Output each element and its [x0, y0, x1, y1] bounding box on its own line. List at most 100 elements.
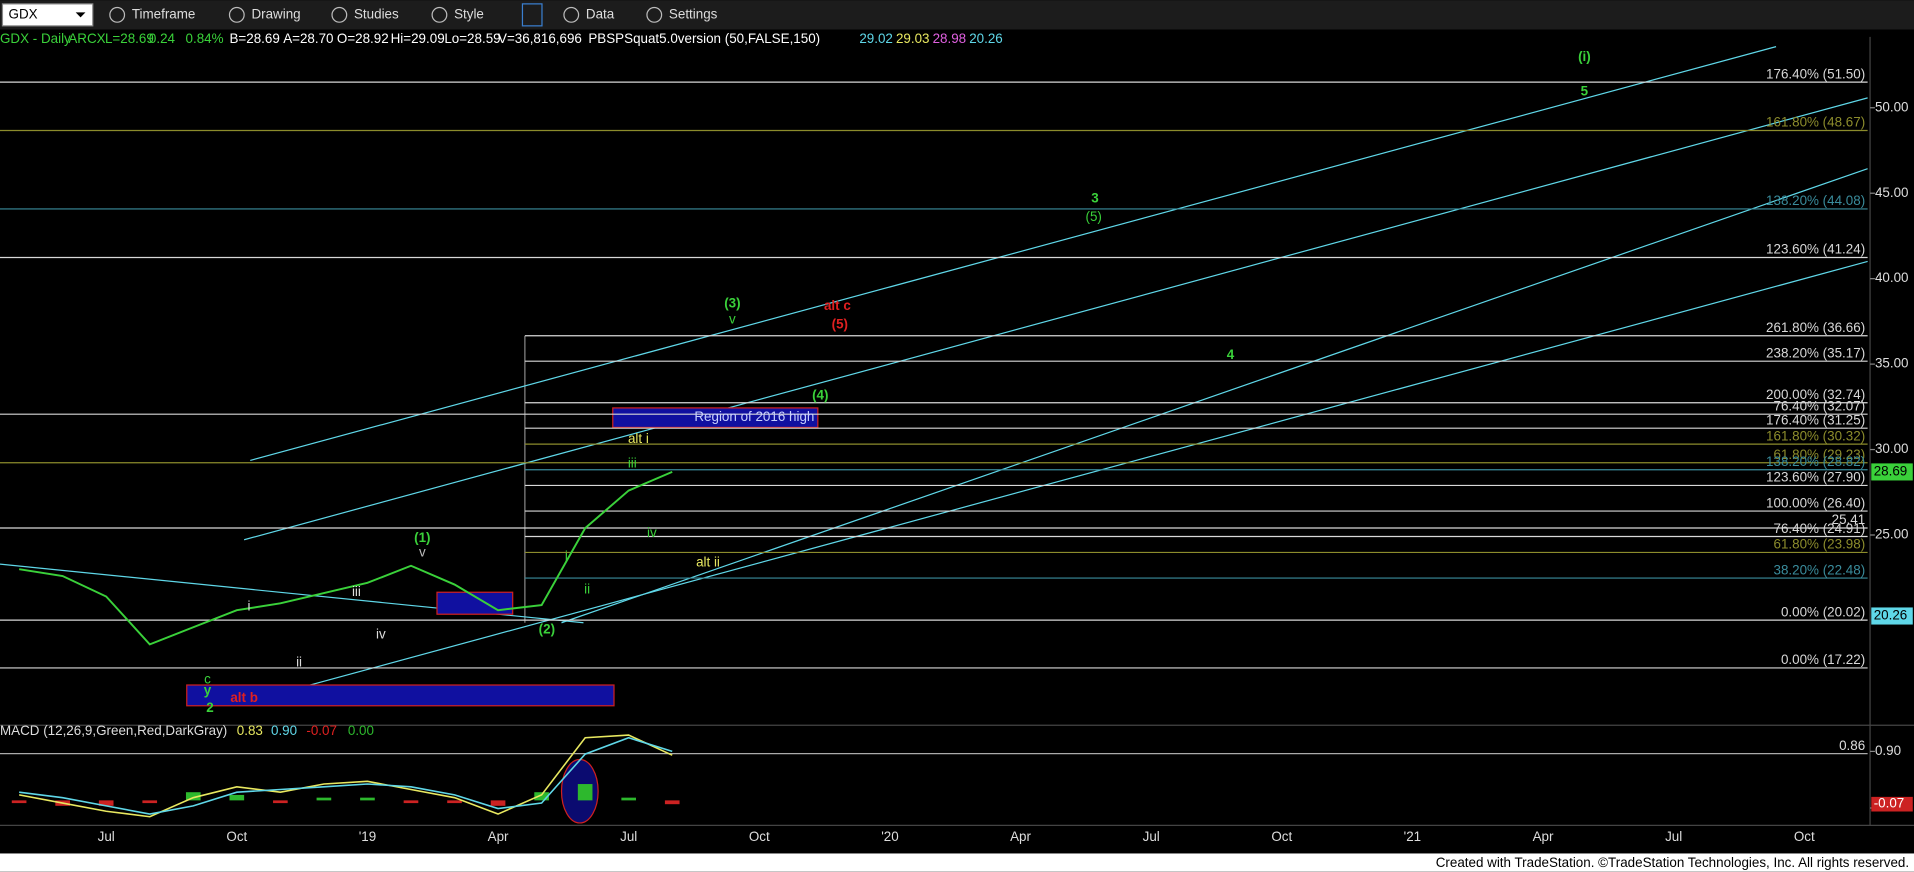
indicator-box	[1871, 607, 1913, 625]
toolbar-button[interactable]: Style	[454, 6, 484, 21]
toolbar-button[interactable]: Drawing	[251, 6, 300, 21]
fib-label: 161.80% (30.32)	[1766, 428, 1865, 443]
wave-label: alt i	[628, 431, 649, 446]
layout-icon[interactable]	[521, 3, 543, 27]
histogram-bar	[360, 797, 375, 801]
fib-label: 176.40% (31.25)	[1766, 412, 1865, 427]
button-icon	[228, 6, 245, 23]
x-tick-label: Jul	[1665, 829, 1682, 844]
wave-label: (4)	[812, 387, 828, 402]
wave-label: 4	[1227, 347, 1235, 362]
wave-label: (1)	[414, 530, 430, 545]
header-info: O=28.92	[337, 31, 389, 46]
fib-label: 176.40% (51.50)	[1766, 66, 1865, 81]
header-info: PBSPSquat5.0version (50,FALSE,150)	[588, 31, 820, 46]
wave-label: (5)	[832, 316, 848, 331]
histogram-bar	[185, 792, 201, 801]
wave-label: v	[419, 545, 426, 560]
wave-label: ii	[584, 581, 590, 596]
fib-label: 0.00% (17.22)	[1781, 652, 1865, 667]
wave-label: iii	[628, 456, 637, 471]
fib-label: 161.80% (48.67)	[1766, 115, 1865, 130]
fib-label: 61.80% (23.98)	[1774, 537, 1866, 552]
wave-label: alt c	[824, 298, 851, 313]
fib-label: 76.40% (24.91)	[1774, 521, 1866, 536]
wave-label: (i)	[1578, 49, 1591, 64]
fib-label: 100.00% (26.40)	[1766, 495, 1865, 510]
histogram-bar	[98, 800, 114, 806]
x-tick-label: Apr	[1010, 829, 1031, 844]
x-tick-label: Jul	[98, 829, 115, 844]
histogram-bar	[403, 800, 419, 804]
histogram-bar	[273, 800, 288, 804]
wave-label: 3	[1091, 191, 1098, 206]
header-info: ARCX	[68, 31, 105, 46]
histogram-bar	[490, 800, 506, 806]
wave-label: iii	[352, 584, 361, 599]
toolbar	[0, 0, 1914, 30]
header-info: 0.24	[149, 31, 176, 46]
fib-label: 25.41	[1832, 512, 1866, 527]
toolbar-button[interactable]: Data	[586, 6, 615, 21]
toolbar-button[interactable]: Timeframe	[132, 6, 196, 21]
footer: Created with TradeStation. ©TradeStation…	[1436, 855, 1909, 870]
fib-label: 123.60% (41.24)	[1766, 242, 1865, 257]
symbol[interactable]: GDX	[9, 6, 38, 21]
wave-label: iv	[647, 525, 657, 540]
histogram-bar	[664, 800, 680, 805]
y-tick-label: 45.00	[1875, 185, 1909, 200]
region-box	[612, 407, 819, 429]
y-tick-label: 25.00	[1875, 527, 1909, 542]
header-info: A=28.70	[283, 31, 333, 46]
wave-label: iv	[376, 627, 386, 642]
wave-label: Region of 2016 high	[694, 409, 814, 424]
wave-label: (2)	[539, 622, 555, 637]
header-info: Hi=29.09	[391, 31, 445, 46]
panel-legend: 0.83	[237, 723, 263, 738]
last-price-label: 28.69	[1874, 463, 1908, 478]
fib-label: 123.60% (27.90)	[1766, 470, 1865, 485]
button-icon	[331, 6, 348, 23]
histogram-bar	[621, 797, 637, 801]
symbol-box[interactable]	[1, 3, 94, 27]
wave-label: 5	[1581, 83, 1589, 98]
x-tick-label: '21	[1404, 829, 1421, 844]
y-tick-label: 0.90	[1875, 743, 1901, 758]
macd-line	[19, 734, 673, 818]
header-info: 20.26	[969, 31, 1003, 46]
region-box	[186, 684, 615, 707]
y-tick-label: 40.00	[1875, 270, 1909, 285]
header-info: Lo=28.59	[444, 31, 500, 46]
fib-label: 138.20% (28.82)	[1766, 454, 1865, 469]
footer-bar	[0, 853, 1914, 872]
toolbar-button[interactable]: Studies	[354, 6, 399, 21]
x-tick-label: '20	[881, 829, 898, 844]
panel-legend: 0.00	[348, 723, 374, 738]
toolbar-button[interactable]: Settings	[669, 6, 718, 21]
last-hist-label: -0.07	[1874, 796, 1905, 811]
button-icon	[109, 6, 126, 23]
header-info: B=28.69	[229, 31, 279, 46]
wave-label: 2	[206, 700, 213, 715]
fib-label: 138.20% (44.08)	[1766, 193, 1865, 208]
wave-label: i	[248, 598, 251, 613]
panel-legend: -0.07	[306, 723, 337, 738]
indicator-label: 20.26	[1874, 608, 1908, 623]
macd-line	[19, 736, 673, 815]
histogram-bar	[534, 792, 549, 801]
histogram-bar	[11, 800, 27, 804]
header-info: L=28.69	[105, 31, 154, 46]
x-tick-label: Jul	[1143, 829, 1160, 844]
channel-line	[561, 168, 1868, 624]
histogram-bar	[229, 794, 245, 801]
last-price-box	[1871, 463, 1913, 481]
wave-label: (5)	[1086, 209, 1102, 224]
x-tick-label: Oct	[749, 829, 770, 844]
wave-label: v	[729, 312, 736, 327]
dropdown-arrow	[75, 12, 86, 18]
button-icon	[431, 6, 448, 23]
button-icon	[646, 6, 663, 23]
